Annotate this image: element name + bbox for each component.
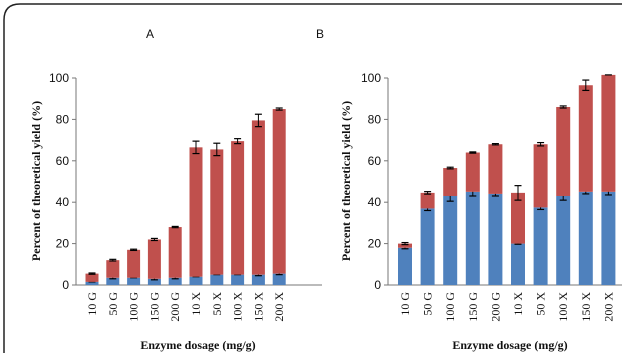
bar-segment-lower: [106, 277, 120, 285]
figure-frame: [3, 3, 622, 353]
bar-segment-lower: [168, 277, 182, 285]
y-tick-label: 60: [368, 154, 382, 168]
panel-b-x-tick-labels: 10 G 50 G 100 G 150 G 200 G 10 X 50 X 100 X 150 …: [398, 292, 615, 322]
y-tick-label: 0: [374, 278, 381, 292]
x-tick-label: 150 G: [466, 292, 480, 322]
bar-segment-upper: [210, 149, 224, 275]
x-tick-label: 150 X: [251, 292, 265, 322]
x-tick-label: 100 G: [127, 292, 141, 322]
bar-segment-lower: [488, 193, 503, 285]
panel-a: A Percent of theoretical yield (%) Enzym…: [29, 27, 322, 352]
bar-segment-lower: [443, 195, 458, 285]
x-tick-label: 200 G: [488, 292, 502, 322]
x-tick-label: 50 G: [421, 292, 435, 316]
panel-a-bars: [85, 107, 286, 285]
bar-segment-upper: [127, 249, 141, 278]
bar-segment-upper: [398, 243, 412, 248]
bar-segment-lower: [85, 281, 99, 285]
bar-segment-upper: [601, 74, 616, 192]
bar-segment-upper: [251, 120, 265, 275]
x-tick-label: 200 X: [272, 292, 286, 322]
panel-a-label: A: [146, 27, 154, 41]
bar-segment-lower: [127, 277, 141, 285]
x-tick-label: 10 G: [398, 292, 412, 316]
panel-b-label: B: [316, 27, 324, 41]
x-tick-label: 10 X: [511, 292, 525, 316]
x-tick-label: 10 X: [189, 292, 203, 316]
x-tick-label: 200 X: [601, 292, 615, 322]
panel-a-x-tick-labels: 10 G 50 G 100 G 150 G 200 G 10 X 50 X 100 X 150 …: [85, 292, 286, 322]
x-tick-label: 150 X: [579, 292, 593, 322]
y-tick-label: 100: [361, 71, 381, 85]
bar-segment-lower: [398, 247, 412, 285]
bar-segment-upper: [511, 192, 525, 244]
x-tick-label: 100 X: [556, 292, 570, 322]
x-tick-label: 10 G: [85, 292, 99, 316]
bar-segment-lower: [556, 195, 571, 285]
bar-segment-upper: [420, 192, 435, 209]
panel-b: B Percent of theoretical yield (%) Enzym…: [316, 27, 622, 352]
bar-segment-lower: [533, 207, 548, 285]
y-tick-label: 80: [368, 112, 382, 126]
y-tick-label: 40: [56, 195, 70, 209]
bar-segment-upper: [231, 141, 245, 275]
bar-segment-lower: [251, 274, 265, 285]
bar-segment-lower: [420, 208, 435, 285]
panel-b-bars: [398, 74, 616, 285]
bar-segment-upper: [272, 109, 286, 274]
x-tick-label: 50 X: [534, 292, 548, 316]
bar-segment-upper: [168, 227, 182, 278]
bar-segment-lower: [231, 274, 245, 285]
bar-segment-upper: [578, 85, 593, 192]
bar-segment-upper: [106, 260, 120, 278]
bar-segment-lower: [147, 278, 161, 285]
panel-b-x-axis-title: Enzyme dosage (mg/g): [452, 338, 567, 352]
bar-segment-lower: [578, 191, 593, 285]
bar-segment-upper: [443, 168, 458, 196]
panel-b-y-axis-title: Percent of theoretical yield (%): [339, 101, 353, 261]
y-tick-label: 100: [49, 71, 69, 85]
bar-segment-lower: [601, 191, 616, 285]
y-tick-label: 0: [62, 278, 69, 292]
x-tick-label: 100 X: [231, 292, 245, 322]
x-tick-label: 100 G: [443, 292, 457, 322]
bar-segment-upper: [556, 106, 571, 196]
bar-segment-lower: [210, 274, 224, 285]
bar-segment-lower: [465, 191, 480, 285]
panel-b-y-ticks: 0 20 40 60 80 100: [361, 71, 388, 292]
bar-segment-upper: [85, 273, 99, 282]
x-tick-label: 50 G: [106, 292, 120, 316]
bar-segment-lower: [511, 243, 525, 285]
x-tick-label: 150 G: [147, 292, 161, 322]
y-tick-label: 20: [56, 237, 70, 251]
bar-segment-lower: [272, 273, 286, 285]
y-tick-label: 20: [368, 237, 382, 251]
y-tick-label: 40: [368, 195, 382, 209]
x-tick-label: 200 G: [168, 292, 182, 322]
y-tick-label: 80: [56, 112, 70, 126]
bar-segment-upper: [533, 144, 548, 208]
bar-segment-upper: [189, 147, 203, 277]
panel-a-x-axis-title: Enzyme dosage (mg/g): [140, 338, 255, 352]
y-tick-label: 60: [56, 154, 70, 168]
bar-segment-upper: [147, 239, 161, 279]
bar-segment-lower: [189, 276, 203, 285]
panel-a-y-ticks: 0 20 40 60 80 100: [49, 71, 76, 292]
x-tick-label: 50 X: [210, 292, 224, 316]
panel-a-y-axis-title: Percent of theoretical yield (%): [29, 101, 43, 261]
bar-segment-upper: [465, 152, 480, 192]
bar-segment-upper: [488, 144, 503, 194]
